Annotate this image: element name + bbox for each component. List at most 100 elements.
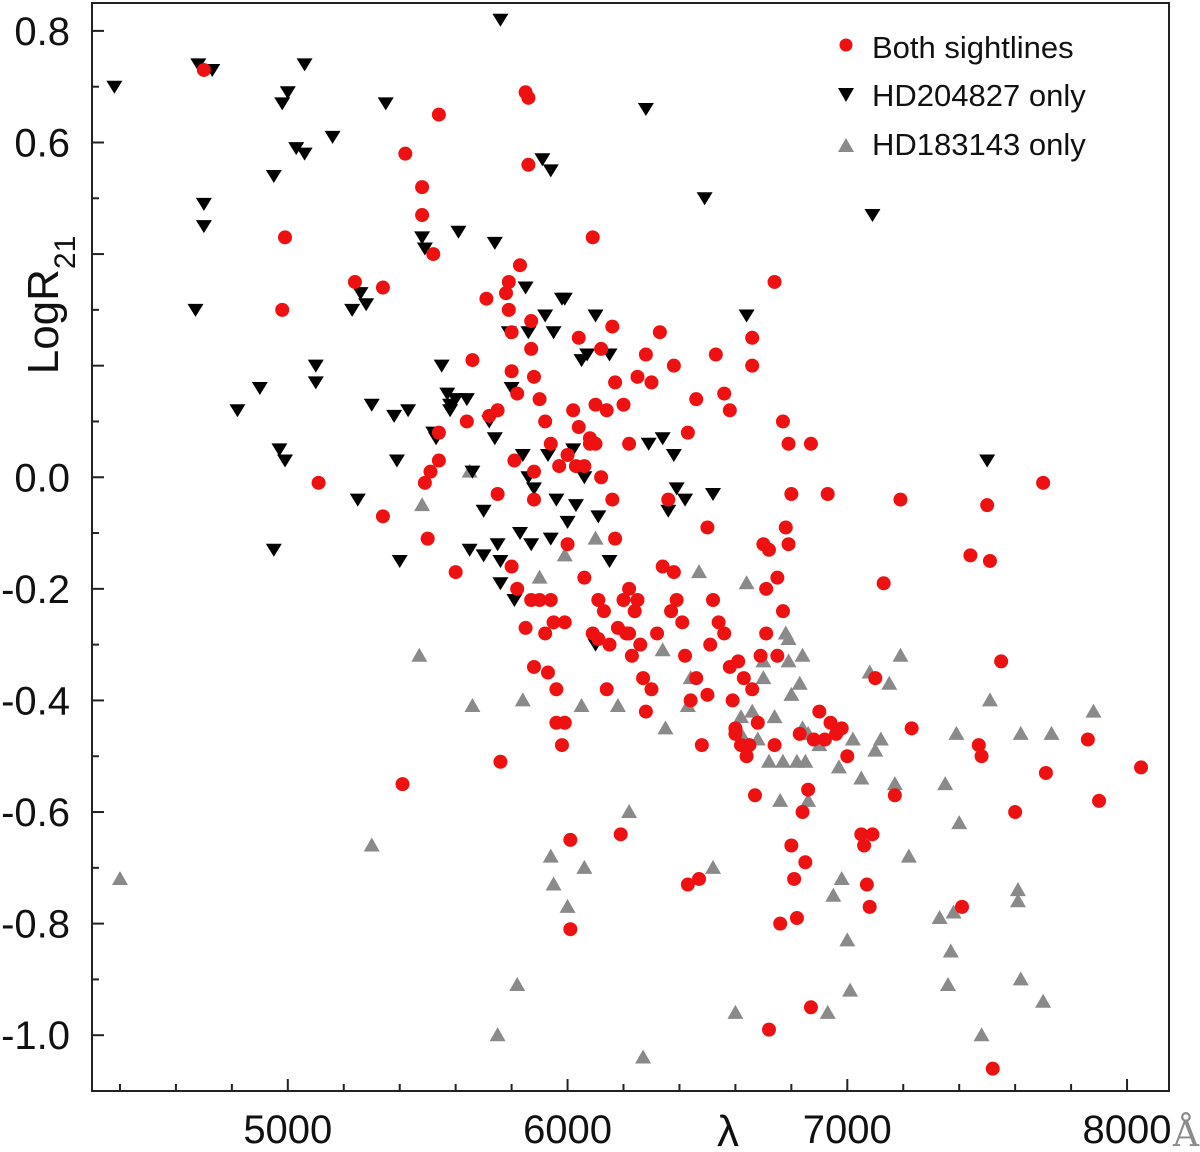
point-hd183143-only [830, 759, 847, 774]
point-hd204827-only [534, 153, 551, 167]
point-hd204827-only [486, 432, 503, 446]
point-both-sightlines [465, 353, 480, 368]
point-both-sightlines [622, 581, 637, 596]
point-hd183143-only [772, 792, 789, 807]
point-both-sightlines [692, 871, 707, 886]
point-hd183143-only [514, 692, 531, 707]
point-hd183143-only [464, 698, 481, 713]
point-both-sightlines [717, 626, 732, 641]
point-hd183143-only [691, 564, 708, 579]
point-both-sightlines [775, 604, 790, 619]
point-hd204827-only [489, 538, 506, 552]
point-both-sightlines [1092, 793, 1107, 808]
legend-marker-hd183143 [838, 138, 854, 152]
point-both-sightlines [504, 325, 519, 340]
point-hd204827-only [601, 554, 618, 568]
point-hd183143-only [839, 932, 856, 947]
x-tick-label: 5000 [243, 1108, 332, 1152]
x-tick-label: 7000 [803, 1108, 892, 1152]
point-hd183143-only [844, 731, 861, 746]
point-both-sightlines [781, 436, 796, 451]
point-both-sightlines [638, 704, 653, 719]
point-hd204827-only [654, 432, 671, 446]
point-both-sightlines [708, 347, 723, 362]
point-both-sightlines [417, 475, 432, 490]
point-hd204827-only [195, 220, 212, 234]
point-both-sightlines [747, 788, 762, 803]
point-both-sightlines [622, 626, 637, 641]
point-hd183143-only [931, 910, 948, 925]
point-both-sightlines [742, 738, 757, 753]
point-both-sightlines [526, 464, 541, 479]
point-hd183143-only [791, 675, 808, 690]
y-axis-tick-labels: 0.8 0.6 0.0 -0.2 -0.4 -0.6 -0.8 -1.0 [1, 10, 70, 1058]
y-tick-label: 0.8 [14, 10, 70, 54]
point-both-sightlines [560, 447, 575, 462]
point-hd183143-only [951, 815, 968, 830]
point-hd183143-only [411, 647, 428, 662]
point-both-sightlines [655, 559, 670, 574]
point-hd183143-only [881, 675, 898, 690]
point-hd204827-only [492, 554, 509, 568]
point-both-sightlines [521, 157, 536, 172]
point-hd183143-only [363, 837, 380, 852]
point-both-sightlines [770, 648, 785, 663]
point-hd204827-only [442, 398, 459, 412]
point-hd204827-only [576, 471, 593, 485]
point-both-sightlines [571, 420, 586, 435]
point-both-sightlines [700, 687, 715, 702]
point-both-sightlines [577, 570, 592, 585]
point-hd183143-only [1035, 993, 1052, 1008]
point-hd204827-only [579, 348, 596, 362]
point-hd204827-only [864, 209, 881, 223]
point-both-sightlines [689, 392, 704, 407]
point-hd183143-only [973, 1027, 990, 1042]
point-hd204827-only [296, 58, 313, 72]
point-both-sightlines [278, 230, 293, 245]
point-both-sightlines [745, 358, 760, 373]
point-both-sightlines [549, 682, 564, 697]
point-hd183143-only [509, 976, 526, 991]
point-hd204827-only [559, 515, 576, 529]
point-hd204827-only [677, 493, 694, 507]
point-both-sightlines [985, 1061, 1000, 1076]
point-hd183143-only [545, 876, 562, 891]
point-hd183143-only [892, 647, 909, 662]
point-hd183143-only [1012, 971, 1029, 986]
point-both-sightlines [982, 553, 997, 568]
point-hd204827-only [464, 465, 481, 479]
point-both-sightlines [594, 470, 609, 485]
point-hd183143-only [819, 1004, 836, 1019]
point-both-sightlines [599, 403, 614, 418]
point-hd183143-only [842, 982, 859, 997]
point-both-sightlines [616, 593, 631, 608]
point-both-sightlines [859, 877, 874, 892]
point-both-sightlines [1008, 805, 1023, 820]
point-hd204827-only [458, 393, 475, 407]
point-both-sightlines [591, 593, 606, 608]
point-both-sightlines [546, 615, 561, 630]
point-both-sightlines [770, 570, 785, 585]
point-hd204827-only [523, 538, 540, 552]
point-hd204827-only [475, 504, 492, 518]
point-hd183143-only [780, 631, 797, 646]
point-hd183143-only [780, 653, 797, 668]
point-hd183143-only [705, 859, 722, 874]
point-both-sightlines [680, 877, 695, 892]
point-both-sightlines [510, 581, 525, 596]
point-hd204827-only [187, 303, 204, 317]
point-both-sightlines [608, 375, 623, 390]
point-hd183143-only [542, 848, 559, 863]
point-hd204827-only [307, 376, 324, 390]
point-hd204827-only [556, 292, 573, 306]
point-hd204827-only [506, 594, 523, 608]
point-both-sightlines [431, 107, 446, 122]
point-both-sightlines [775, 414, 790, 429]
point-both-sightlines [375, 509, 390, 524]
point-both-sightlines [789, 911, 804, 926]
point-both-sightlines [557, 615, 572, 630]
point-both-sightlines [728, 726, 743, 741]
point-both-sightlines [675, 615, 690, 630]
point-hd204827-only [265, 543, 282, 557]
point-hd204827-only [492, 577, 509, 591]
